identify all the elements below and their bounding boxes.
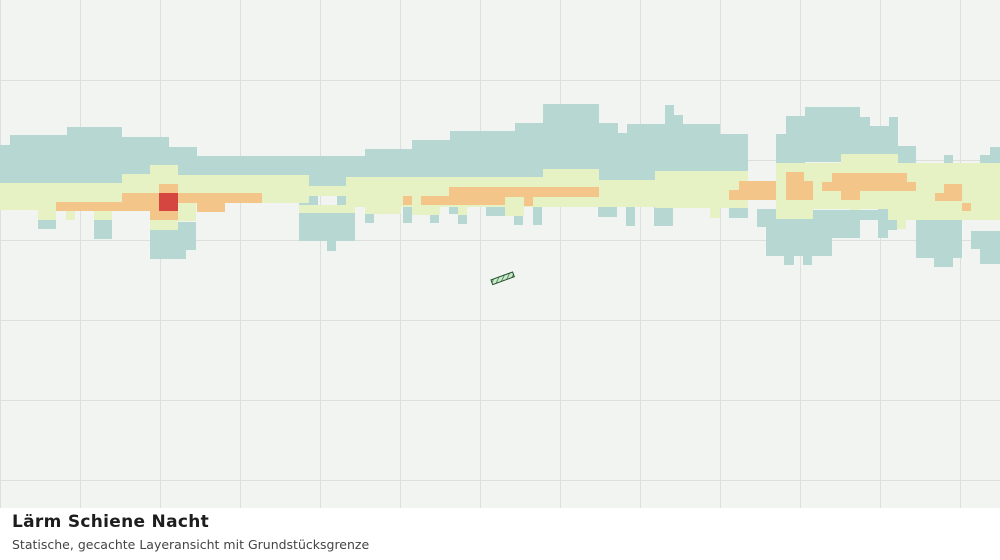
noise-cell <box>178 193 262 203</box>
noise-cell <box>786 172 804 181</box>
noise-cell <box>860 210 880 220</box>
noise-cell <box>449 187 599 197</box>
noise-cell <box>710 208 720 218</box>
caption: Lärm Schiene Nacht Statische, gecachte L… <box>12 512 369 552</box>
noise-cell <box>803 256 812 265</box>
noise-cell <box>944 184 962 193</box>
noise-cell <box>683 124 720 174</box>
noise-cell <box>729 190 739 200</box>
noise-cell <box>665 105 674 175</box>
noise-cell <box>618 133 627 183</box>
noise-cell <box>299 186 346 196</box>
noise-cell <box>813 210 860 238</box>
noise-cell <box>365 207 401 214</box>
noise-cell <box>944 155 953 165</box>
noise-cell <box>486 207 505 216</box>
noise-cell <box>841 191 860 200</box>
noise-cell <box>934 258 953 267</box>
noise-cell <box>916 220 962 258</box>
noise-cell <box>450 131 515 181</box>
noise-cell <box>980 249 1000 264</box>
noise-cell <box>458 207 467 215</box>
noise-cell <box>403 196 412 205</box>
noise-cell <box>786 116 805 166</box>
map-subtitle: Statische, gecachte Layeransicht mit Gru… <box>12 537 370 552</box>
noise-cell <box>412 140 450 182</box>
noise-cell <box>178 203 196 221</box>
noise-cell <box>739 181 776 200</box>
noise-cell <box>898 146 916 164</box>
noise-cell <box>935 193 962 201</box>
noise-cell <box>776 134 786 169</box>
noise-cell <box>403 205 412 223</box>
noise-cell <box>197 203 225 212</box>
noise-cell <box>889 117 898 162</box>
noise-cell <box>543 104 599 174</box>
noise-cell <box>412 207 440 215</box>
noise-cell <box>980 155 990 170</box>
noise-cell <box>599 123 618 183</box>
noise-cell <box>299 210 355 241</box>
noise-cell <box>94 210 112 220</box>
noise-cell <box>878 192 888 238</box>
map-view <box>0 0 1000 508</box>
noise-cell <box>56 202 122 211</box>
noise-cell <box>598 207 617 217</box>
noise-cell <box>786 181 813 200</box>
noise-cell <box>67 127 122 187</box>
noise-cell <box>505 207 524 216</box>
noise-cell <box>66 210 75 220</box>
noise-cell <box>514 216 523 225</box>
noise-cell <box>327 241 336 251</box>
noise-cell <box>458 214 467 224</box>
noise-cell <box>850 200 860 210</box>
noise-cell <box>599 180 655 207</box>
noise-cell <box>860 117 870 162</box>
noise-cell <box>122 193 159 211</box>
noise-cell <box>449 205 458 214</box>
noise-cell <box>515 123 543 180</box>
noise-cell <box>38 210 56 220</box>
noise-zone-very-high <box>159 193 178 211</box>
noise-cell <box>430 214 439 223</box>
noise-cell <box>309 170 346 186</box>
noise-cell <box>365 214 374 223</box>
map-title: Lärm Schiene Nacht <box>12 512 210 532</box>
noise-cell <box>805 107 860 162</box>
noise-cell <box>524 197 533 206</box>
noise-cell <box>654 207 673 226</box>
noise-cell <box>655 171 748 208</box>
noise-cell <box>822 182 916 191</box>
noise-cell <box>299 205 355 213</box>
noise-cell <box>897 220 906 229</box>
noise-cell <box>0 145 10 190</box>
noise-cell <box>150 211 159 220</box>
noise-cell <box>150 240 186 259</box>
noise-zone-low <box>0 104 1000 267</box>
noise-cell <box>10 135 67 190</box>
noise-cell <box>533 207 542 225</box>
noise-cell <box>674 115 683 175</box>
noise-cell <box>870 126 889 162</box>
noise-cell <box>971 231 1000 249</box>
noise-cell <box>720 134 748 174</box>
noise-cell <box>421 196 505 205</box>
noise-cell <box>776 209 813 219</box>
noise-cell <box>962 203 971 211</box>
parcel-boundary[interactable] <box>490 271 515 286</box>
noise-cell <box>832 173 907 182</box>
noise-cell <box>626 207 635 226</box>
noise-cell <box>784 256 794 265</box>
